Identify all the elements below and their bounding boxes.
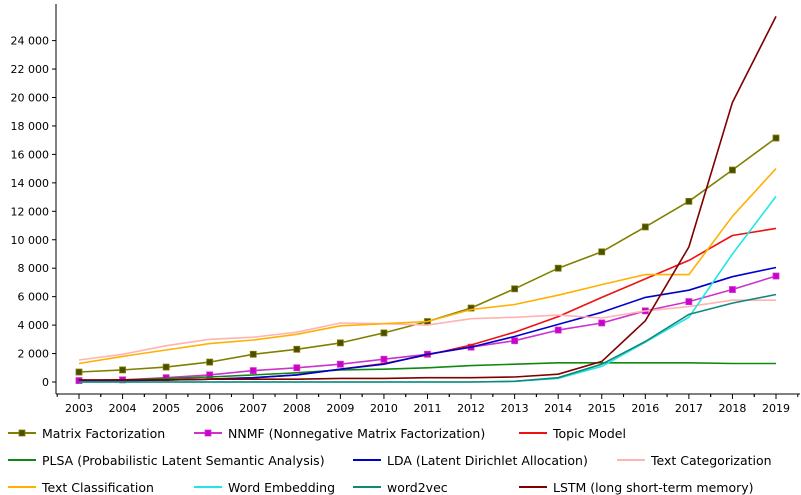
series-line-topic-model xyxy=(79,227,777,382)
x-tick-label: 2017 xyxy=(675,402,703,415)
data-point-nnmf-nonnegative-matrix-factorization xyxy=(772,272,780,280)
legend-label-lstm-long-short-term-memory: LSTM (long short-term memory) xyxy=(553,480,754,495)
data-point-matrix-factorization xyxy=(249,350,257,358)
legend-marker-nnmf-nonnegative-matrix-factorization xyxy=(204,429,212,437)
data-point-nnmf-nonnegative-matrix-factorization xyxy=(206,371,214,379)
x-tick-label: 2004 xyxy=(109,402,137,415)
y-tick-label: 4 000 xyxy=(18,319,50,332)
x-tick-label: 2013 xyxy=(501,402,529,415)
data-point-nnmf-nonnegative-matrix-factorization xyxy=(685,298,693,306)
x-tick-label: 2011 xyxy=(414,402,442,415)
y-tick-label: 16 000 xyxy=(11,148,50,161)
legend-label-word2vec: word2vec xyxy=(387,480,448,495)
data-point-nnmf-nonnegative-matrix-factorization xyxy=(511,337,519,345)
x-tick-label: 2005 xyxy=(152,402,180,415)
y-tick-label: 8 000 xyxy=(18,262,50,275)
legend-marker-matrix-factorization xyxy=(18,429,26,437)
legend-label-text-classification: Text Classification xyxy=(41,480,154,495)
data-point-matrix-factorization xyxy=(162,363,170,371)
data-point-matrix-factorization xyxy=(772,134,780,142)
series-line-text-classification xyxy=(78,168,777,365)
legend: Matrix Factorization NNMF (Nonnegative Ma… xyxy=(8,426,772,495)
data-point-matrix-factorization xyxy=(554,264,562,272)
legend-label-plsa-probabilistic-latent-semantic-analysis: PLSA (Probabilistic Latent Semantic Anal… xyxy=(42,453,325,468)
y-tick-label: 18 000 xyxy=(11,120,50,133)
data-point-matrix-factorization xyxy=(380,329,388,337)
data-point-matrix-factorization xyxy=(336,339,344,347)
x-tick-label: 2006 xyxy=(196,402,224,415)
data-point-matrix-factorization xyxy=(685,197,693,205)
x-tick-label: 2014 xyxy=(544,402,572,415)
data-point-nnmf-nonnegative-matrix-factorization xyxy=(336,360,344,368)
y-tick-label: 14 000 xyxy=(11,177,50,190)
x-tick-label: 2009 xyxy=(326,402,354,415)
data-point-matrix-factorization xyxy=(641,223,649,231)
x-tick-label: 2019 xyxy=(762,402,790,415)
x-tick-label: 2010 xyxy=(370,402,398,415)
x-tick-label: 2012 xyxy=(457,402,485,415)
data-point-nnmf-nonnegative-matrix-factorization xyxy=(293,364,301,372)
series-line-matrix-factorization xyxy=(78,137,777,373)
data-point-matrix-factorization xyxy=(511,285,519,293)
legend-label-word-embedding: Word Embedding xyxy=(228,480,335,495)
x-tick-label: 2016 xyxy=(631,402,659,415)
x-tick-label: 2018 xyxy=(718,402,746,415)
axes: 0 2 000 4 000 6 000 8 000 10 000 12 000 14 000 1… xyxy=(11,4,800,415)
x-tick-label: 2015 xyxy=(588,402,616,415)
data-point-matrix-factorization xyxy=(598,248,606,256)
x-tick-label: 2008 xyxy=(283,402,311,415)
y-tick-label: 22 000 xyxy=(11,63,50,76)
series-line-lstm-long-short-term-memory xyxy=(79,16,777,381)
y-tick-label: 10 000 xyxy=(11,234,50,247)
y-tick-label: 6 000 xyxy=(18,291,50,304)
legend-label-text-categorization: Text Categorization xyxy=(650,453,772,468)
y-tick-label: 12 000 xyxy=(11,205,50,218)
y-tick-label: 24 000 xyxy=(11,35,50,48)
series-lines xyxy=(75,16,780,384)
series-line-text-categorization xyxy=(78,299,776,361)
y-tick-label: 2 000 xyxy=(18,348,50,361)
y-tick-label: 0 xyxy=(42,376,49,389)
legend-label-lda-latent-dirichlet-allocation: LDA (Latent Dirichlet Allocation) xyxy=(387,453,588,468)
data-point-matrix-factorization xyxy=(119,366,126,374)
data-point-nnmf-nonnegative-matrix-factorization xyxy=(554,326,562,334)
legend-label-matrix-factorization: Matrix Factorization xyxy=(42,426,165,441)
x-tick-label: 2003 xyxy=(65,402,93,415)
data-point-matrix-factorization xyxy=(293,345,301,353)
data-point-nnmf-nonnegative-matrix-factorization xyxy=(380,355,388,363)
data-point-matrix-factorization xyxy=(206,358,214,366)
data-point-nnmf-nonnegative-matrix-factorization xyxy=(249,367,257,375)
data-point-nnmf-nonnegative-matrix-factorization xyxy=(598,319,606,327)
data-point-matrix-factorization xyxy=(467,304,475,312)
x-tick-label: 2007 xyxy=(239,402,267,415)
legend-label-nnmf-nonnegative-matrix-factorization: NNMF (Nonnegative Matrix Factorization) xyxy=(228,426,485,441)
data-point-nnmf-nonnegative-matrix-factorization xyxy=(729,286,736,293)
y-tick-label: 20 000 xyxy=(11,92,50,105)
data-point-matrix-factorization xyxy=(75,368,83,376)
data-point-matrix-factorization xyxy=(729,166,736,174)
series-line-word2vec xyxy=(79,293,777,383)
series-line-plsa-probabilistic-latent-semantic-analysis xyxy=(78,361,776,382)
legend-label-topic-model: Topic Model xyxy=(552,426,626,441)
